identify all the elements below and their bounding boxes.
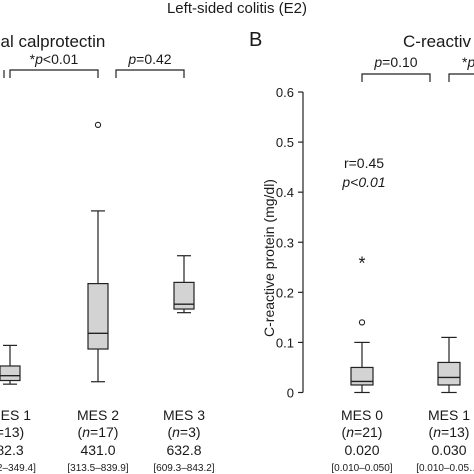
panel-b-n-label: (n=21) bbox=[342, 424, 383, 440]
chart-marks: MES 1 MES 2 MES 3 =13) (n=17) (n=3) 82.3 431.0 6… bbox=[0, 51, 474, 474]
panel-b-iqr-label: [0.010–0.050] bbox=[331, 463, 392, 474]
panel-a-comparison-label: *p<0.01 bbox=[30, 51, 79, 67]
panel-a-median-label: 431.0 bbox=[80, 442, 115, 458]
panel-a-bracket-edge bbox=[0, 69, 5, 78]
panel-b-box-1-extreme-0: * bbox=[358, 253, 365, 273]
panel-a-box-2-box bbox=[87, 282, 109, 350]
panel-a-median-label: 632.8 bbox=[166, 442, 201, 458]
panel-a-comparison-label: p=0.42 bbox=[127, 51, 171, 67]
panel-a-bracket bbox=[115, 69, 185, 78]
panel-a-n-label: (n=17) bbox=[78, 424, 119, 440]
panel-b-y-tick-label: 0.2 bbox=[276, 285, 294, 300]
panel-b-letter: B bbox=[249, 29, 262, 51]
panel-b-y-tick-label: 0 bbox=[287, 385, 294, 400]
panel-b-box-1-box bbox=[350, 366, 374, 386]
panel-b-category-label: MES 0 bbox=[341, 407, 383, 423]
panel-b-ylabel: C-reactive protein (mg/dl) bbox=[261, 179, 277, 337]
panel-b-y-tick-label: 0.6 bbox=[276, 85, 294, 100]
figure-title: Left-sided colitis (E2) bbox=[167, 0, 307, 17]
panel-b-y-tick-label: 0.1 bbox=[276, 335, 294, 350]
panel-b-y-tick-label: 0.5 bbox=[276, 135, 294, 150]
panel-a-iqr-label: [313.5–839.9] bbox=[67, 463, 128, 474]
panel-b: B C-reactiv C-reactive protein (mg/dl) r… bbox=[249, 29, 472, 337]
panel-a-iqr-label: [609.3–843.2] bbox=[153, 463, 214, 474]
panel-b-category-label: MES 1 bbox=[428, 407, 470, 423]
panel-a: cal calprotectin bbox=[0, 32, 105, 51]
panel-b-box-2-box bbox=[437, 361, 461, 386]
panel-b-corr-r: r=0.45 bbox=[344, 155, 384, 171]
panel-a-median-label: 82.3 bbox=[0, 442, 24, 458]
panel-a-box-3-box bbox=[173, 281, 195, 310]
panel-a-category-label: MES 1 bbox=[0, 407, 31, 423]
panel-b-y-tick-label: 0.4 bbox=[276, 185, 294, 200]
panel-b-comparison-label: *p… bbox=[462, 54, 474, 70]
panel-b-y-tick-label: 0.3 bbox=[276, 235, 294, 250]
panel-a-n-label: =13) bbox=[0, 424, 24, 440]
panel-b-bracket bbox=[361, 73, 431, 82]
panel-b-bracket bbox=[448, 73, 474, 82]
panel-b-title: C-reactiv bbox=[403, 32, 472, 51]
panel-b-corr-p: p<0.01 bbox=[341, 174, 385, 190]
panel-b-comparison-label: p=0.10 bbox=[373, 54, 417, 70]
panel-a-title: cal calprotectin bbox=[0, 32, 105, 51]
panel-a-iqr-label: […2–349.4] bbox=[0, 463, 36, 474]
panel-b-iqr-label: [0.010–0.05…] bbox=[416, 463, 474, 474]
panel-b-n-label: (n=13) bbox=[429, 424, 470, 440]
panel-a-category-label: MES 3 bbox=[163, 407, 205, 423]
panel-b-median-label: 0.020 bbox=[344, 442, 379, 458]
panel-a-n-label: (n=3) bbox=[167, 424, 200, 440]
panel-b-box-1-outlier-0 bbox=[358, 319, 366, 326]
panel-b-median-label: 0.030 bbox=[431, 442, 466, 458]
panel-a-bracket bbox=[9, 69, 99, 78]
panel-a-category-label: MES 2 bbox=[77, 407, 119, 423]
panel-a-box-1-box bbox=[0, 365, 21, 382]
panel-a-box-2-outlier-0 bbox=[94, 121, 102, 129]
